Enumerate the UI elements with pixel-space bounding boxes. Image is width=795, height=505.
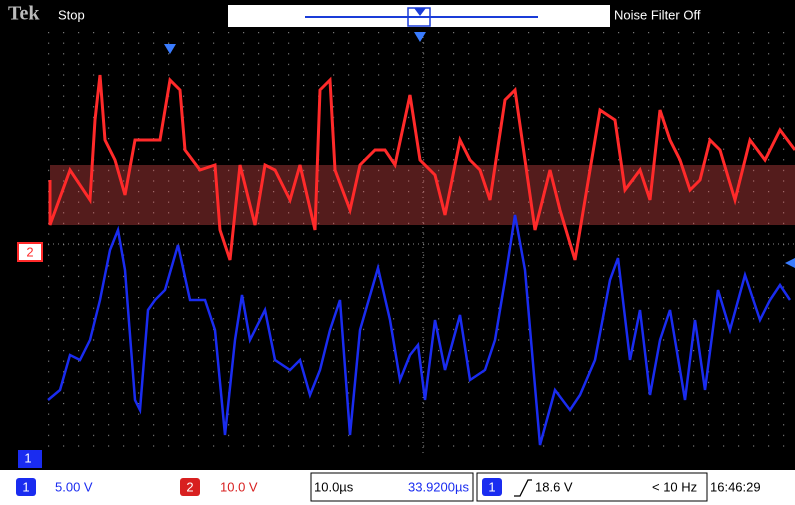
brand: Tek — [8, 3, 40, 25]
scope-screen: Tek Stop Noise Filter Off 2 1 1 5.00 V 2… — [0, 0, 795, 505]
trig-level[interactable]: 18.6 V — [535, 479, 573, 494]
ch1-scale[interactable]: 5.00 V — [55, 479, 93, 494]
run-status[interactable]: Stop — [58, 7, 85, 22]
position[interactable]: 33.9200µs — [408, 479, 469, 494]
ch1-badge-label: 1 — [22, 479, 29, 494]
noise-filter[interactable]: Noise Filter Off — [614, 7, 701, 22]
timebase[interactable]: 10.0µs — [314, 479, 354, 494]
page: Tek Stop Noise Filter Off 2 1 1 5.00 V 2… — [0, 0, 795, 505]
trig-freq: < 10 Hz — [652, 479, 697, 494]
clock: 16:46:29 — [710, 479, 761, 494]
ch2-badge-label: 2 — [186, 479, 193, 494]
ch2-scale[interactable]: 10.0 V — [220, 479, 258, 494]
trig-badge-label: 1 — [488, 479, 495, 494]
ch2-marker-label: 2 — [26, 244, 33, 259]
ch1-marker-label: 1 — [24, 450, 31, 465]
